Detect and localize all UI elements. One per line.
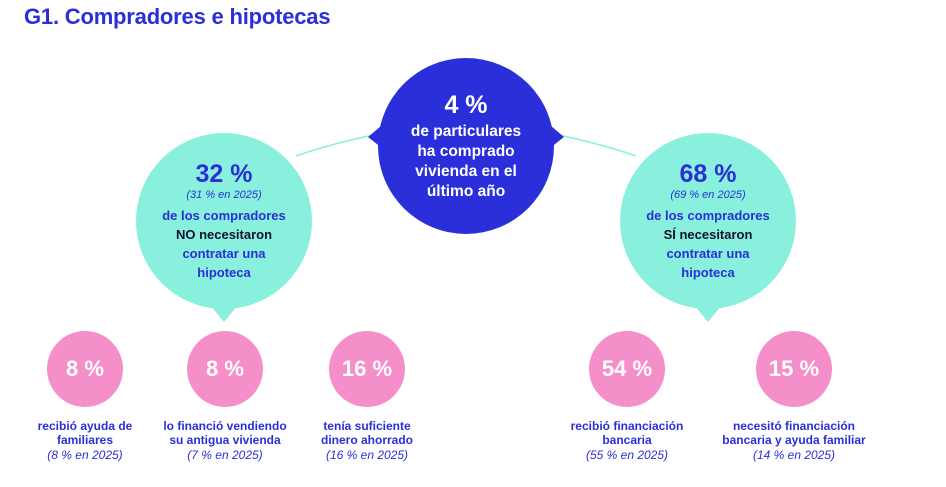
right-line: hipoteca <box>681 265 735 280</box>
stat-label-bank-financing: recibió financiación bancaria (55 % en 2… <box>542 419 712 462</box>
stat-prev-year: (7 % en 2025) <box>187 448 263 462</box>
stat-label-line: necesitó financiación <box>732 419 856 433</box>
center-bubble: 4 % de particulares ha comprado vivienda… <box>378 58 554 234</box>
center-bubble-shape <box>368 58 564 234</box>
connector-left <box>295 133 379 157</box>
center-line: último año <box>426 183 506 200</box>
stat-circle-savings: 16 % <box>329 331 405 407</box>
left-line: hipoteca <box>197 265 251 280</box>
left-line: contratar una <box>182 246 266 261</box>
stat-label-line: tenía suficiente <box>323 419 411 433</box>
right-line: de los compradores <box>646 208 770 223</box>
left-bubble: 32 % (31 % en 2025) de los compradores N… <box>136 133 312 309</box>
right-value: 68 % <box>679 160 737 188</box>
left-line: de los compradores <box>162 208 286 223</box>
center-line: ha comprado <box>417 143 515 160</box>
stat-label-line: recibió financiación <box>570 419 684 433</box>
stat-label-line: su antigua vivienda <box>169 433 281 447</box>
chart-title: G1. Compradores e hipotecas <box>24 4 331 29</box>
stat-circle-bank-financing: 54 % <box>589 331 665 407</box>
stat-label-line: bancaria y ayuda familiar <box>722 433 866 447</box>
right-prev-year: (69 % en 2025) <box>670 189 746 201</box>
stat-prev-year: (8 % en 2025) <box>47 448 123 462</box>
center-value: 4 % <box>444 91 488 119</box>
stat-circle-sold-home: 8 % <box>187 331 263 407</box>
left-prev-year: (31 % en 2025) <box>186 189 262 201</box>
right-line-emphasis: SÍ necesitaron <box>663 227 753 242</box>
stat-label-line: recibió ayuda de <box>37 419 133 433</box>
stat-prev-year: (16 % en 2025) <box>325 448 409 462</box>
stat-label-line: familiares <box>56 433 114 447</box>
stat-label-bank-and-family: necesitó financiación bancaria y ayuda f… <box>709 419 879 462</box>
stat-label-line: bancaria <box>602 433 652 447</box>
stat-label-line: lo financió vendiendo <box>163 419 287 433</box>
left-bubble-shape <box>136 133 312 322</box>
stat-prev-year: (55 % en 2025) <box>585 448 669 462</box>
right-bubble: 68 % (69 % en 2025) de los compradores S… <box>620 133 796 309</box>
stat-prev-year: (14 % en 2025) <box>752 448 836 462</box>
stat-circle-family-help: 8 % <box>47 331 123 407</box>
stat-label-family-help: recibió ayuda de familiares (8 % en 2025… <box>0 419 170 462</box>
left-line-emphasis: NO necesitaron <box>175 227 273 242</box>
left-value: 32 % <box>195 160 253 188</box>
stat-label-savings: tenía suficiente dinero ahorrado (16 % e… <box>282 419 452 462</box>
right-bubble-shape <box>620 133 796 322</box>
center-line: vivienda en el <box>415 163 517 180</box>
right-line: contratar una <box>666 246 750 261</box>
connector-right <box>553 133 637 157</box>
stat-label-line: dinero ahorrado <box>320 433 413 447</box>
center-line: de particulares <box>410 123 522 140</box>
stat-label-sold-home: lo financió vendiendo su antigua viviend… <box>140 419 310 462</box>
stat-circle-bank-and-family: 15 % <box>756 331 832 407</box>
